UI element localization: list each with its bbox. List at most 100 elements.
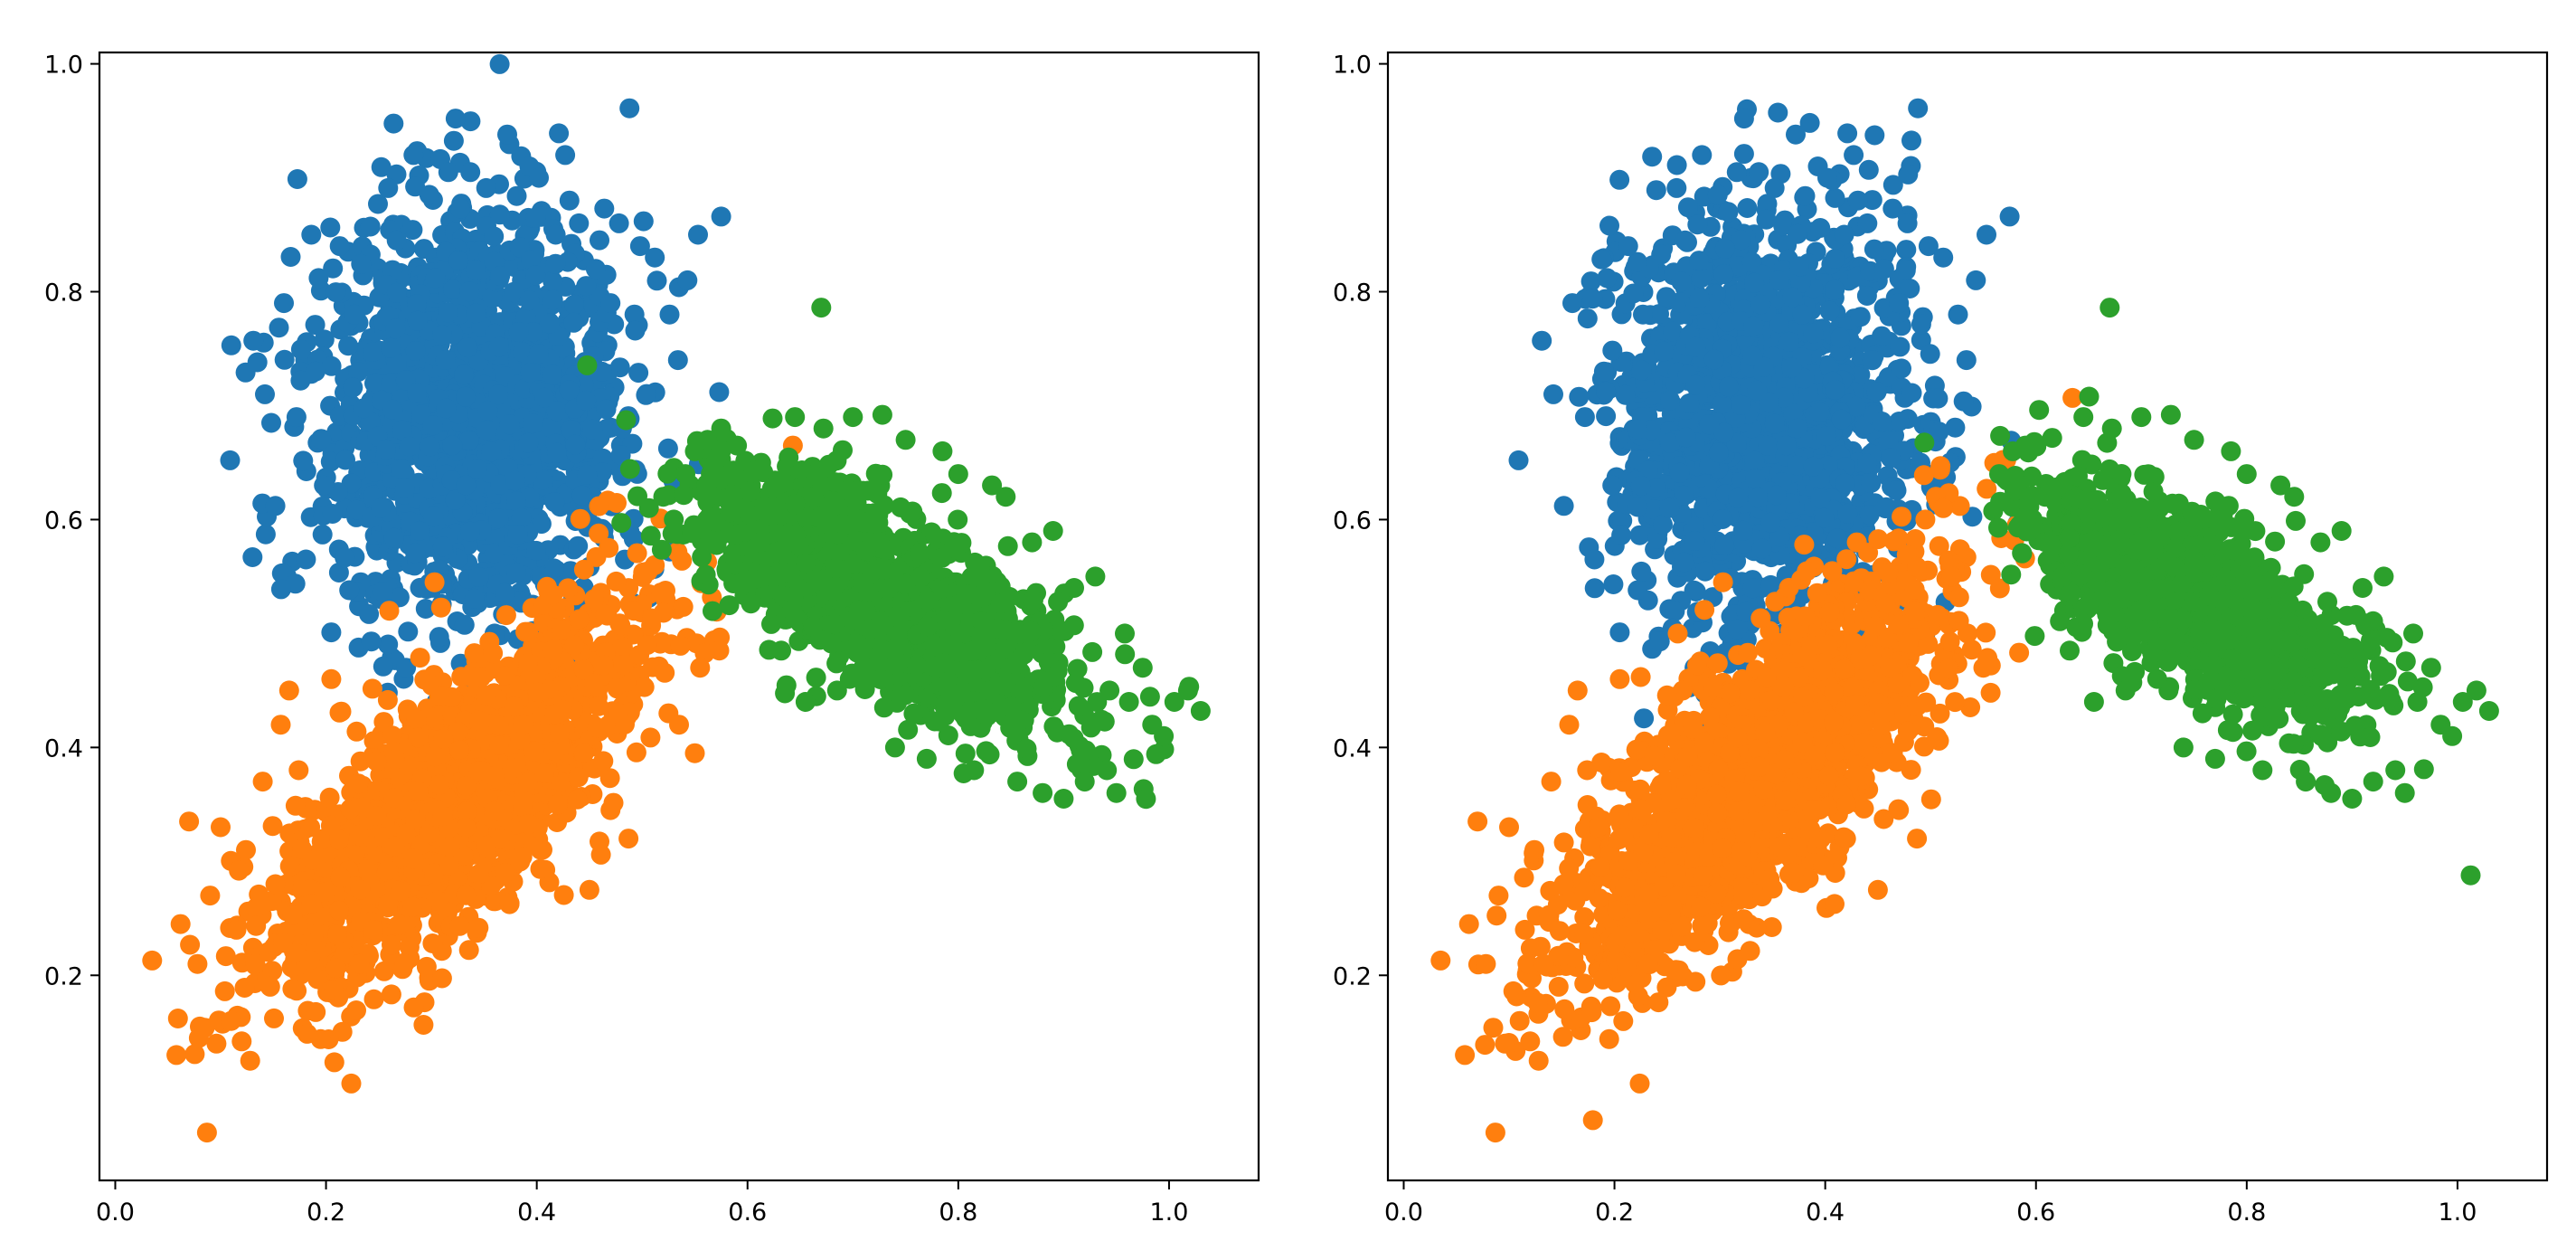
left-green-point-1454 <box>700 485 721 506</box>
left-blue-point-1327 <box>545 253 566 274</box>
left-blue-point-1576 <box>382 399 403 420</box>
left-orange-point-1699 <box>384 836 405 857</box>
left-blue-point-1407 <box>544 492 565 513</box>
left-orange-point-826 <box>651 583 672 603</box>
left-blue-point-989 <box>290 339 311 360</box>
left-x-tick-label-2: 0.4 <box>517 1198 556 1227</box>
left-blue-point-1508 <box>442 435 463 456</box>
left-green-outlier-5 <box>711 418 731 439</box>
left-green-outlier-10 <box>785 407 806 428</box>
left-green-point-1499 <box>924 636 945 657</box>
left-orange-point-766 <box>422 933 443 953</box>
left-green-point-442 <box>1068 696 1089 716</box>
left-green-point-1422 <box>956 708 977 729</box>
left-blue-point-646 <box>314 329 335 350</box>
left-green-point-1207 <box>1082 641 1103 662</box>
left-green-point-1453 <box>722 487 743 507</box>
left-blue-point-1232 <box>526 540 546 561</box>
left-blue-point-1559 <box>454 614 475 635</box>
left-blue-point-1507 <box>477 400 498 421</box>
left-green-point-1450 <box>806 571 826 592</box>
left-green-outlier-13 <box>813 418 834 439</box>
left-blue-point-1518 <box>523 322 543 342</box>
left-orange-outlier-25 <box>321 668 342 689</box>
left-orange-point-1641 <box>564 635 585 656</box>
left-green-outlier-39 <box>1132 658 1153 678</box>
left-orange-outlier-14 <box>236 839 256 860</box>
left-orange-point-582 <box>180 934 201 955</box>
left-blue-point-1338 <box>311 429 332 450</box>
left-blue-point-824 <box>657 438 678 459</box>
left-orange-outlier-42 <box>684 743 705 763</box>
left-orange-point-1698 <box>468 761 489 782</box>
left-blue-point-395 <box>460 111 481 132</box>
left-green-outlier-15 <box>843 407 863 428</box>
left-blue-outlier-3 <box>265 496 286 516</box>
left-green-point-1392 <box>994 675 1014 696</box>
left-blue-point-1523 <box>507 525 528 545</box>
left-blue-point-1585 <box>383 527 404 548</box>
left-green-point-1424 <box>804 488 825 508</box>
left-green-point-1497 <box>1044 666 1065 687</box>
left-orange-point-426 <box>215 946 236 967</box>
left-blue-outlier-9 <box>314 475 335 496</box>
left-blue-outlier-18 <box>396 658 417 678</box>
left-blue-point-1058 <box>582 419 603 440</box>
left-orange-point-1588 <box>477 686 497 706</box>
left-blue-point-1534 <box>520 363 541 384</box>
left-blue-point-1340 <box>564 294 584 315</box>
left-blue-point-1598 <box>432 325 452 346</box>
left-green-outlier-38 <box>1118 692 1139 712</box>
left-orange-point-1678 <box>366 751 387 772</box>
left-blue-point-1464 <box>528 344 549 365</box>
left-blue-outlier-11 <box>329 236 350 257</box>
left-orange-point-1415 <box>567 789 588 810</box>
left-green-point-1384 <box>969 558 990 578</box>
left-green-point-1475 <box>946 538 967 559</box>
left-blue-point-1487 <box>546 401 567 422</box>
left-orange-outlier-41 <box>669 715 689 735</box>
left-orange-point-1187 <box>499 894 520 914</box>
left-green-outlier-1 <box>664 509 684 530</box>
left-blue-outlier-44 <box>629 236 650 257</box>
left-green-outlier-27 <box>1007 772 1028 792</box>
left-blue-point-1313 <box>386 353 407 374</box>
left-green-point-1111 <box>651 539 672 560</box>
left-green-point-1096 <box>868 467 889 488</box>
left-green-outlier-28 <box>1022 532 1043 553</box>
left-orange-point-1586 <box>543 584 563 605</box>
left-green-point-1473 <box>855 540 876 561</box>
left-orange-point-1531 <box>586 546 607 567</box>
left-orange-point-1364 <box>543 639 563 660</box>
left-green-point-1365 <box>742 569 763 590</box>
left-orange-outlier-5 <box>194 1018 215 1038</box>
left-orange-outlier-3 <box>179 811 200 832</box>
left-blue-point-1571 <box>458 337 478 358</box>
left-blue-point-1377 <box>464 588 485 609</box>
left-green-outlier-22 <box>932 441 953 461</box>
left-blue-outlier-7 <box>305 361 326 382</box>
left-blue-outlier-13 <box>344 304 364 325</box>
left-blue-outlier-34 <box>549 123 570 144</box>
left-blue-point-63 <box>280 247 301 267</box>
left-blue-point-376 <box>221 335 241 355</box>
left-green-point-1498 <box>785 494 806 515</box>
left-green-point-783 <box>627 486 647 507</box>
left-green-point-1309 <box>1094 711 1115 732</box>
left-blue-outlier-35 <box>555 145 576 166</box>
left-green-point-1495 <box>852 660 873 680</box>
left-orange-outlier-27 <box>349 953 370 974</box>
left-blue-point-1421 <box>346 499 367 520</box>
left-green-outlier-16 <box>855 601 876 621</box>
left-green-point-1439 <box>976 582 996 602</box>
left-blue-point-1430 <box>571 485 592 506</box>
left-blue-outlier-4 <box>274 293 294 314</box>
left-y-tick-label-3: 0.8 <box>44 279 83 308</box>
left-blue-point-1565 <box>522 413 543 434</box>
left-blue-point-1314 <box>305 315 326 336</box>
left-blue-point-1570 <box>338 336 359 356</box>
left-green-outlier-41 <box>1154 725 1175 746</box>
left-orange-point-1525 <box>415 669 436 690</box>
left-orange-point-1620 <box>502 758 523 779</box>
